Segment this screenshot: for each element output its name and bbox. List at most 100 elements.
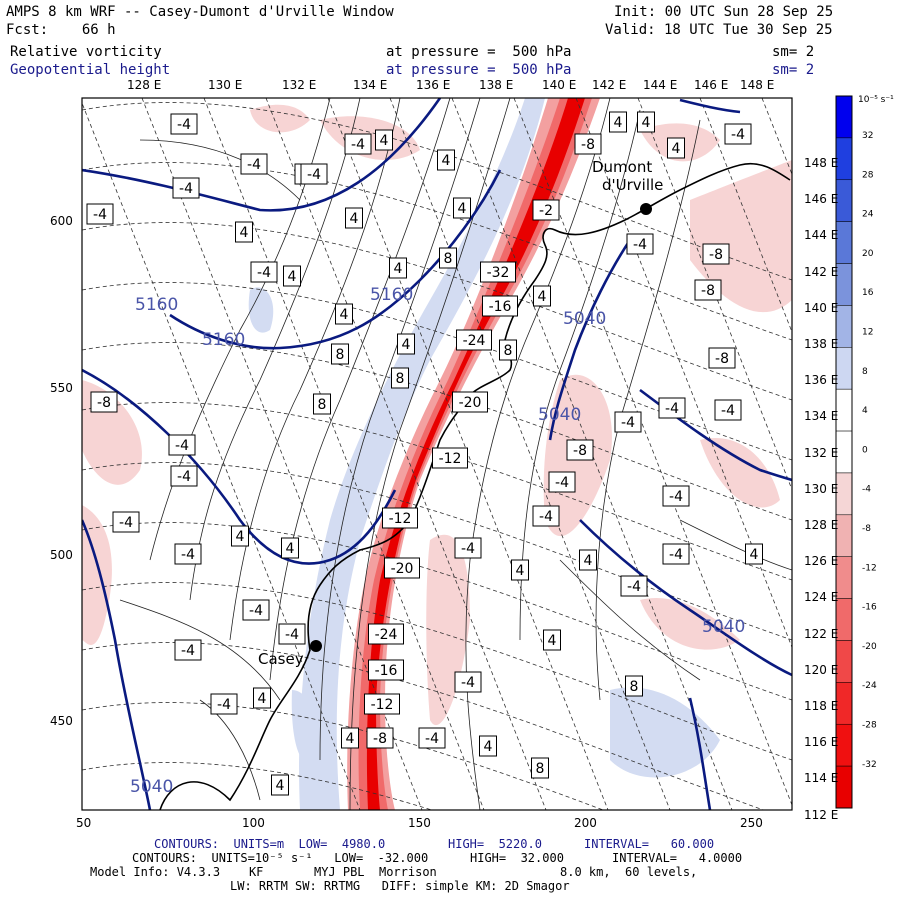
colorbar-label: 24 [862, 210, 874, 220]
colorbar-segment [835, 640, 853, 683]
vorticity-contour-label: -4 [614, 411, 642, 433]
colorbar-label: 8 [862, 367, 868, 377]
top-lon-label: 136 E [416, 78, 451, 92]
right-lon-label: 136 E [804, 373, 839, 388]
svg-text:4: 4 [258, 691, 267, 707]
height-contour-label: 5040 [702, 617, 745, 637]
svg-text:4: 4 [642, 115, 651, 131]
top-lon-label: 148 E [740, 78, 775, 92]
colorbar-segment [835, 221, 853, 264]
vorticity-contour-label: -4 [454, 671, 482, 693]
vorticity-contour-label: -4 [418, 727, 446, 749]
top-lon-label: 146 E [694, 78, 729, 92]
right-lon-label: 112 E [804, 807, 839, 822]
dumont-label: Dumont d'Urville [592, 158, 663, 194]
vorticity-contour-label: 8 [391, 367, 409, 389]
top-lon-label: 134 E [353, 78, 388, 92]
svg-text:-24: -24 [375, 627, 398, 643]
vorticity-contour-label: 4 [437, 149, 455, 171]
right-lon-label: 142 E [804, 264, 839, 279]
field2-name: Geopotential height [10, 62, 171, 78]
vorticity-contour-label: -8 [708, 347, 736, 369]
svg-text:-4: -4 [181, 643, 195, 659]
svg-text:-4: -4 [93, 207, 107, 223]
dumont-station-marker [640, 203, 652, 215]
svg-text:-4: -4 [175, 438, 189, 454]
vorticity-contour-label: -4 [714, 399, 742, 421]
colorbar: 32 28 24 20 16 12 8 4 0 -4 -8 -12 -16 -20 -24 -28 -32 [835, 95, 877, 809]
colorbar-segment [835, 347, 853, 390]
svg-text:8: 8 [336, 347, 345, 363]
vorticity-contour-label: -8 [566, 439, 594, 461]
vorticity-contour-label: -4 [662, 543, 690, 565]
svg-text:-4: -4 [247, 157, 261, 173]
vorticity-contour-label: -4 [112, 511, 140, 533]
right-lon-label: 118 E [804, 699, 839, 713]
vorticity-contour-label: -12 [432, 447, 468, 469]
svg-text:4: 4 [340, 307, 349, 323]
footer-model-info: Model Info: V4.3.3 KF MYJ PBL Morrison [90, 865, 437, 879]
colorbar-segment [835, 682, 853, 725]
svg-text:4: 4 [240, 225, 249, 241]
top-lon-label: 142 E [592, 78, 627, 92]
svg-text:-4: -4 [621, 415, 635, 431]
right-lon-label: 116 E [804, 735, 839, 750]
svg-text:-20: -20 [391, 561, 414, 577]
svg-text:-4: -4 [285, 627, 299, 643]
svg-text:-24: -24 [463, 333, 486, 349]
top-lon-label: 130 E [208, 78, 243, 92]
vorticity-contour-label: -16 [482, 295, 518, 317]
svg-text:4: 4 [750, 547, 759, 563]
vorticity-contour-label: 8 [331, 343, 349, 365]
x-tick-label: 250 [740, 816, 763, 830]
vorticity-contour-label: -4 [620, 575, 648, 597]
svg-text:4: 4 [402, 337, 411, 353]
vorticity-contour-label: -12 [364, 693, 400, 715]
height-contour-label: 5160 [202, 330, 245, 350]
vorticity-contour-label: -8 [366, 727, 394, 749]
svg-text:4: 4 [484, 739, 493, 755]
vorticity-contour-label: 4 [745, 543, 763, 565]
right-lon-label: 122 E [804, 626, 839, 641]
colorbar-label: -32 [862, 760, 877, 770]
colorbar-segment [835, 598, 853, 641]
vorticity-contour-label: 8 [313, 393, 331, 415]
colorbar-label: -24 [862, 681, 877, 691]
svg-text:-2: -2 [539, 203, 553, 219]
height-contour-label: 5040 [130, 777, 173, 797]
colorbar-label: 12 [862, 328, 873, 338]
vorticity-contour-label: 4 [609, 111, 627, 133]
vorticity-contour-label: -12 [382, 507, 418, 529]
vorticity-contour-label: 4 [667, 137, 685, 159]
vorticity-contour-label: 4 [235, 221, 253, 243]
map-title: AMPS 8 km WRF -- Casey-Dumont d'Urville … [6, 4, 394, 20]
vorticity-contour-label: -4 [170, 465, 198, 487]
init-time: Init: 00 UTC Sun 28 Sep 25 [614, 4, 834, 20]
casey-station-marker [310, 640, 322, 652]
top-lon-label: 144 E [643, 78, 678, 92]
svg-text:-4: -4 [633, 237, 647, 253]
right-lon-label: 138 E [804, 337, 839, 351]
right-lon-label: 148 E [804, 156, 839, 170]
footer-resolution: 8.0 km, 60 levels, [560, 865, 698, 879]
svg-text:8: 8 [396, 371, 405, 387]
svg-text:-8: -8 [573, 443, 587, 459]
svg-text:-12: -12 [371, 697, 394, 713]
colorbar-label: -28 [862, 721, 877, 731]
vorticity-contour-label: 4 [511, 559, 529, 581]
right-lon-label: 132 E [804, 445, 839, 460]
svg-text:4: 4 [614, 115, 623, 131]
svg-text:4: 4 [286, 541, 295, 557]
svg-text:4: 4 [538, 289, 547, 305]
colorbar-label: -12 [862, 563, 877, 573]
vorticity-contour-label: -4 [548, 471, 576, 493]
svg-text:-4: -4 [461, 675, 475, 691]
top-lon-label: 132 E [282, 78, 317, 92]
svg-text:-4: -4 [179, 181, 193, 197]
colorbar-segment [835, 179, 853, 222]
svg-text:4: 4 [516, 563, 525, 579]
footer-vort-high: HIGH= 32.000 [470, 851, 564, 865]
svg-text:-4: -4 [177, 117, 191, 133]
colorbar-unit: 10⁻⁵ s⁻¹ [858, 95, 894, 105]
